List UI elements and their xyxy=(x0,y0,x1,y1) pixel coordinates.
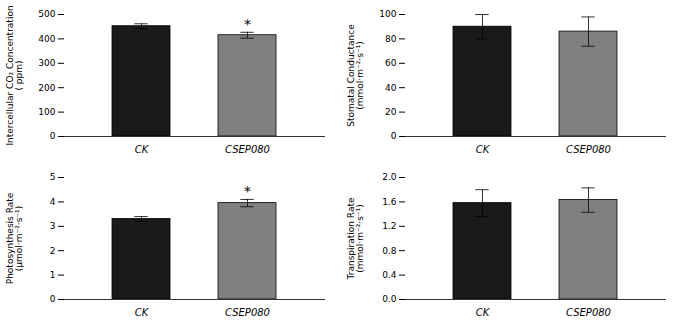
svg-text:Stomatal Conductance(mmol·m⁻²·: Stomatal Conductance(mmol·m⁻²·s⁻¹) xyxy=(346,24,365,127)
svg-text:CK: CK xyxy=(476,307,491,318)
svg-text:0: 0 xyxy=(50,131,56,141)
svg-text:80: 80 xyxy=(385,34,397,44)
svg-text:0.4: 0.4 xyxy=(382,270,397,280)
svg-text:Photosynthesis Rate(μmol·m⁻²·s: Photosynthesis Rate(μmol·m⁻²·s⁻¹) xyxy=(5,192,24,284)
svg-text:Intercellular CO₂ Concentratio: Intercellular CO₂ Concentration( ppm) xyxy=(5,5,24,145)
svg-text:100: 100 xyxy=(38,107,55,117)
svg-text:300: 300 xyxy=(38,58,55,68)
svg-text:5: 5 xyxy=(50,172,56,182)
svg-text:1: 1 xyxy=(50,270,56,280)
svg-text:CK: CK xyxy=(135,144,150,155)
svg-text:1.2: 1.2 xyxy=(382,221,396,231)
svg-text:100: 100 xyxy=(379,9,396,19)
svg-text:60: 60 xyxy=(385,58,397,68)
svg-text:2.0: 2.0 xyxy=(382,172,397,182)
svg-text:4: 4 xyxy=(50,197,56,207)
svg-text:*: * xyxy=(244,183,251,199)
svg-text:CSEP080: CSEP080 xyxy=(225,144,270,155)
svg-text:CSEP080: CSEP080 xyxy=(566,144,611,155)
svg-text:3: 3 xyxy=(50,221,56,231)
svg-text:0.0: 0.0 xyxy=(382,294,397,304)
svg-text:20: 20 xyxy=(385,107,397,117)
svg-text:40: 40 xyxy=(385,83,397,93)
svg-text:*: * xyxy=(244,16,251,32)
svg-text:CSEP080: CSEP080 xyxy=(566,307,611,318)
svg-text:2: 2 xyxy=(50,246,56,256)
svg-text:CK: CK xyxy=(135,307,150,318)
svg-text:0.8: 0.8 xyxy=(382,246,397,256)
svg-text:Transpiration Rate(mmol·m⁻²·s⁻: Transpiration Rate(mmol·m⁻²·s⁻¹) xyxy=(346,197,365,280)
svg-text:1.6: 1.6 xyxy=(382,197,397,207)
svg-text:CK: CK xyxy=(476,144,491,155)
svg-text:400: 400 xyxy=(38,34,55,44)
svg-text:0: 0 xyxy=(50,294,56,304)
svg-text:0: 0 xyxy=(391,131,397,141)
svg-text:200: 200 xyxy=(38,83,55,93)
svg-text:500: 500 xyxy=(38,9,55,19)
svg-text:CSEP080: CSEP080 xyxy=(225,307,270,318)
